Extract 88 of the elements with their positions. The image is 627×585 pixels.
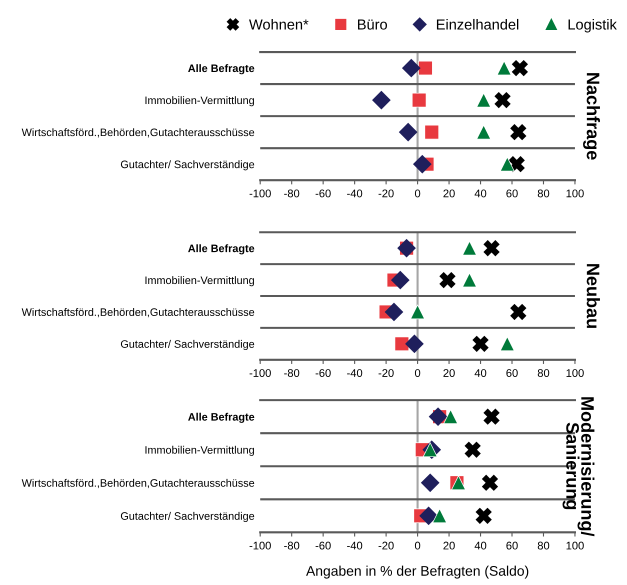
point — [402, 58, 420, 78]
y-tick-label: Alle Befragte — [188, 412, 254, 423]
legend-label: Büro — [358, 19, 388, 30]
x-tick-label: -80 — [284, 369, 300, 377]
point — [476, 508, 492, 524]
x-tick-label: -80 — [284, 542, 300, 550]
x-tick-label: -60 — [316, 369, 331, 377]
y-tick-label: Immobilien-Vermittlung — [145, 446, 254, 456]
point — [510, 124, 526, 140]
legend-label: Logistik — [568, 18, 617, 33]
point — [476, 92, 491, 108]
point — [510, 304, 526, 320]
point — [405, 334, 424, 354]
y-tick-label: Wirtschaftsförd.,Behörden,Gutachterausschüsse — [22, 128, 254, 138]
x-tick-label: 40 — [474, 190, 486, 198]
x-tick-label: -100 — [250, 369, 271, 377]
y-axis-title: Modernisierung/ Sanierung — [562, 397, 594, 536]
y-tick-label: Gutachter/ Sachverständige — [120, 340, 254, 350]
x-tick-label: 60 — [506, 369, 518, 377]
y-tick-label: Gutachter/ Sachverständige — [120, 512, 254, 522]
legend-label: Wohnen* — [249, 18, 308, 30]
x-tick-label: 80 — [538, 190, 550, 198]
point — [462, 240, 477, 256]
point — [412, 92, 426, 108]
x-tick-label: -80 — [284, 190, 300, 198]
x-tick-label: -60 — [316, 542, 331, 550]
y-tick-label: Immobilien-Vermittlung — [145, 96, 254, 106]
x-tick-label: -40 — [347, 369, 362, 377]
y-tick-label: Wirtschaftsförd.,Behörden,Gutachterausschüsse — [22, 308, 254, 318]
x-tick-label: -20 — [378, 542, 394, 550]
x-tick-label: 20 — [443, 190, 455, 198]
point — [512, 60, 528, 76]
x-axis-title: Angaben in % der Befragten (Saldo) — [306, 566, 528, 579]
point — [496, 60, 512, 76]
y-tick-label: Alle Befragte — [188, 64, 254, 74]
y-tick-label: Gutachter/ Sachverständige — [120, 160, 254, 170]
point — [428, 407, 448, 426]
x-tick-label: -60 — [316, 190, 331, 198]
x-tick-label: 40 — [474, 542, 486, 550]
x-tick-label: -40 — [347, 542, 362, 550]
point — [464, 442, 481, 458]
x-tick-label: 80 — [538, 369, 550, 377]
point — [484, 240, 500, 256]
x-tick-label: 40 — [474, 369, 486, 377]
point — [462, 272, 477, 288]
point — [394, 336, 410, 352]
point — [424, 124, 440, 140]
point — [500, 336, 515, 352]
x-tick-label: 60 — [506, 542, 518, 550]
y-axis-title: Nachfrage — [583, 73, 600, 160]
x-tick-label: 100 — [566, 369, 584, 377]
y-tick-label: Wirtschaftsförd.,Behörden,Gutachterausschüsse — [22, 478, 254, 488]
x-tick-label: 0 — [414, 542, 420, 550]
point — [484, 408, 500, 425]
point — [443, 409, 458, 424]
x-tick-label: -100 — [250, 190, 271, 198]
point — [398, 122, 418, 142]
y-axis-title: Neubau — [586, 264, 600, 328]
point — [413, 154, 432, 174]
point — [472, 336, 489, 352]
x-tick-label: -20 — [378, 369, 394, 377]
point — [419, 506, 438, 526]
x-tick-label: 20 — [443, 542, 455, 550]
point — [476, 124, 491, 140]
point — [500, 156, 515, 172]
point — [432, 508, 447, 524]
x-tick-label: 100 — [566, 542, 584, 550]
point — [494, 92, 511, 108]
x-tick-label: 100 — [566, 190, 584, 198]
x-tick-label: 0 — [414, 369, 420, 377]
x-tick-label: 60 — [506, 190, 518, 198]
point — [439, 272, 456, 288]
x-tick-label: -20 — [378, 190, 394, 198]
x-tick-label: 80 — [538, 542, 550, 550]
point — [384, 302, 404, 322]
x-tick-label: 0 — [414, 190, 420, 198]
point — [482, 474, 498, 491]
point — [420, 474, 440, 492]
y-tick-label: Alle Befragte — [188, 244, 254, 254]
point — [391, 270, 410, 290]
legend-label: Einzelhandel — [436, 18, 518, 30]
x-tick-label: -40 — [347, 190, 362, 198]
x-tick-label: -100 — [250, 542, 271, 550]
point — [418, 60, 433, 76]
point — [372, 90, 391, 110]
x-tick-label: 20 — [443, 369, 455, 377]
point — [410, 304, 425, 320]
y-tick-label: Immobilien-Vermittlung — [145, 276, 254, 286]
